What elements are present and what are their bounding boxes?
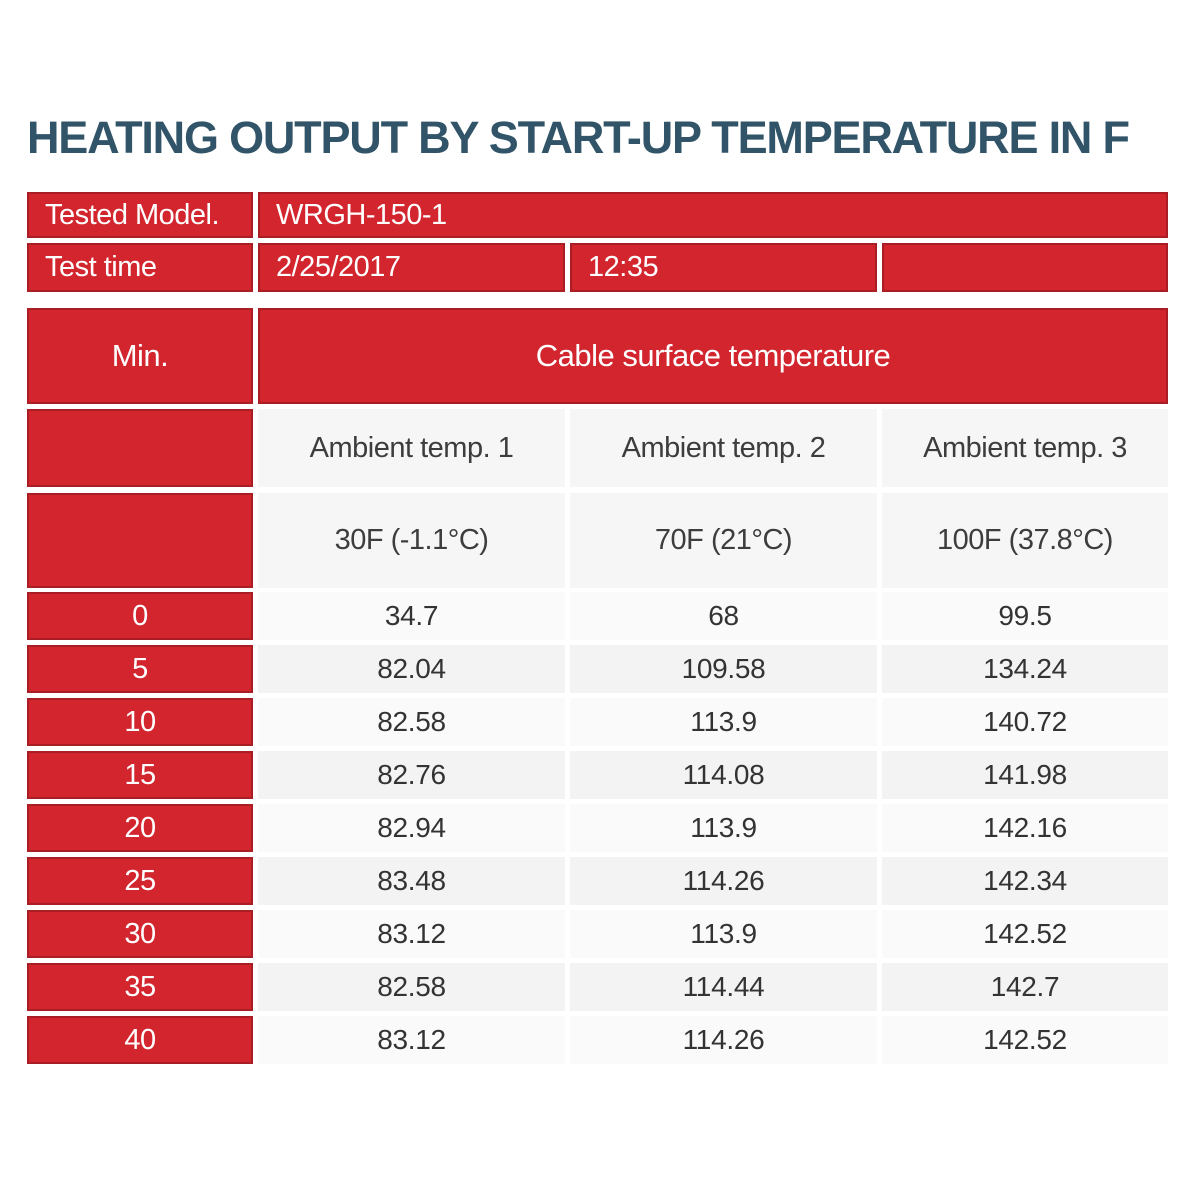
temp1-value: 82.58 [258,698,565,746]
group-header: Cable surface temperature [258,308,1168,404]
startup-temp-1: 30F (-1.1°C) [258,493,565,588]
startup-temp-2: 70F (21°C) [570,493,877,588]
tested-model-label: Tested Model. [27,192,253,238]
startup-temp-spacer [27,493,253,588]
min-value: 20 [27,804,253,852]
temp2-value: 114.08 [570,751,877,799]
data-row: 15 82.76 114.08 141.98 [27,751,1168,799]
temp2-value: 114.26 [570,857,877,905]
data-row: 35 82.58 114.44 142.7 [27,963,1168,1011]
test-time-row: Test time 2/25/2017 12:35 [27,243,1168,292]
tested-model-value: WRGH-150-1 [258,192,1168,238]
page-title: HEATING OUTPUT BY START-UP TEMPERATURE I… [27,112,1130,163]
temp2-value: 113.9 [570,804,877,852]
temp3-value: 99.5 [882,592,1168,640]
temp1-value: 34.7 [258,592,565,640]
temp2-value: 114.26 [570,1016,877,1064]
temp1-value: 82.04 [258,645,565,693]
min-value: 0 [27,592,253,640]
data-row: 25 83.48 114.26 142.34 [27,857,1168,905]
heating-output-table: Tested Model. WRGH-150-1 Test time 2/25/… [27,192,1168,1064]
data-row: 30 83.12 113.9 142.52 [27,910,1168,958]
temp3-value: 141.98 [882,751,1168,799]
startup-temp-row: 30F (-1.1°C) 70F (21°C) 100F (37.8°C) [27,493,1168,588]
temp1-value: 83.48 [258,857,565,905]
data-row: 40 83.12 114.26 142.52 [27,1016,1168,1064]
temp1-value: 83.12 [258,1016,565,1064]
test-time-label: Test time [27,243,253,292]
temp1-value: 82.58 [258,963,565,1011]
min-value: 25 [27,857,253,905]
startup-temp-3: 100F (37.8°C) [882,493,1168,588]
temp3-value: 142.16 [882,804,1168,852]
ambient-temp-1-header: Ambient temp. 1 [258,409,565,487]
group-header-row: Min. Cable surface temperature [27,308,1168,404]
temp2-value: 113.9 [570,698,877,746]
tested-model-row: Tested Model. WRGH-150-1 [27,192,1168,238]
temp1-value: 82.94 [258,804,565,852]
temp1-value: 83.12 [258,910,565,958]
data-row: 20 82.94 113.9 142.16 [27,804,1168,852]
data-row: 0 34.7 68 99.5 [27,592,1168,640]
ambient-header-row: Ambient temp. 1 Ambient temp. 2 Ambient … [27,409,1168,487]
test-date-value: 2/25/2017 [258,243,565,292]
ambient-temp-3-header: Ambient temp. 3 [882,409,1168,487]
temp2-value: 109.58 [570,645,877,693]
min-value: 5 [27,645,253,693]
temp2-value: 114.44 [570,963,877,1011]
temp1-value: 82.76 [258,751,565,799]
temp3-value: 142.52 [882,910,1168,958]
min-value: 35 [27,963,253,1011]
data-row: 5 82.04 109.58 134.24 [27,645,1168,693]
min-value: 40 [27,1016,253,1064]
min-header: Min. [27,308,253,404]
ambient-temp-2-header: Ambient temp. 2 [570,409,877,487]
temp2-value: 68 [570,592,877,640]
temp3-value: 140.72 [882,698,1168,746]
temp3-value: 134.24 [882,645,1168,693]
temp2-value: 113.9 [570,910,877,958]
ambient-header-spacer [27,409,253,487]
min-value: 10 [27,698,253,746]
temp3-value: 142.52 [882,1016,1168,1064]
test-time-value: 12:35 [570,243,877,292]
temp3-value: 142.7 [882,963,1168,1011]
data-row: 10 82.58 113.9 140.72 [27,698,1168,746]
temp3-value: 142.34 [882,857,1168,905]
min-value: 15 [27,751,253,799]
min-value: 30 [27,910,253,958]
test-time-empty-cell [882,243,1168,292]
